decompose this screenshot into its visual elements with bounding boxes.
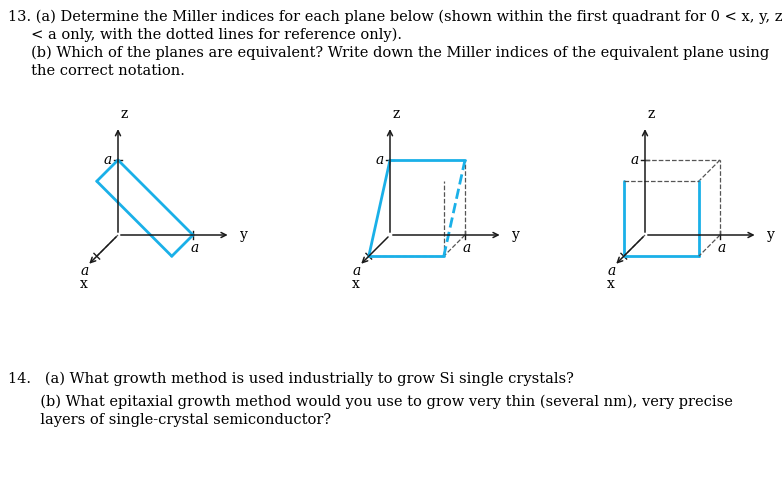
Text: x: x — [80, 277, 88, 291]
Text: z: z — [648, 106, 655, 121]
Text: a: a — [631, 153, 639, 167]
Text: a: a — [353, 264, 361, 278]
Text: 13. (a) Determine the Miller indices for each plane below (shown within the firs: 13. (a) Determine the Miller indices for… — [8, 10, 782, 24]
Text: a: a — [463, 241, 471, 255]
Text: x: x — [352, 277, 360, 291]
Text: a: a — [376, 153, 384, 167]
Text: z: z — [121, 106, 129, 121]
Text: x: x — [608, 277, 615, 291]
Text: a: a — [191, 241, 199, 255]
Text: < a only, with the dotted lines for reference only).: < a only, with the dotted lines for refe… — [8, 28, 402, 43]
Text: layers of single-crystal semiconductor?: layers of single-crystal semiconductor? — [8, 413, 331, 427]
Text: (b) Which of the planes are equivalent? Write down the Miller indices of the equ: (b) Which of the planes are equivalent? … — [8, 46, 769, 60]
Text: y: y — [240, 228, 248, 242]
Text: 14.   (a) What growth method is used industrially to grow Si single crystals?: 14. (a) What growth method is used indus… — [8, 372, 574, 387]
Text: (b) What epitaxial growth method would you use to grow very thin (several nm), v: (b) What epitaxial growth method would y… — [8, 395, 733, 409]
Text: a: a — [81, 264, 89, 278]
Text: a: a — [103, 153, 112, 167]
Text: z: z — [393, 106, 401, 121]
Text: y: y — [512, 228, 520, 242]
Text: a: a — [608, 264, 615, 278]
Text: y: y — [768, 228, 775, 242]
Text: the correct notation.: the correct notation. — [8, 64, 185, 78]
Text: a: a — [718, 241, 726, 255]
